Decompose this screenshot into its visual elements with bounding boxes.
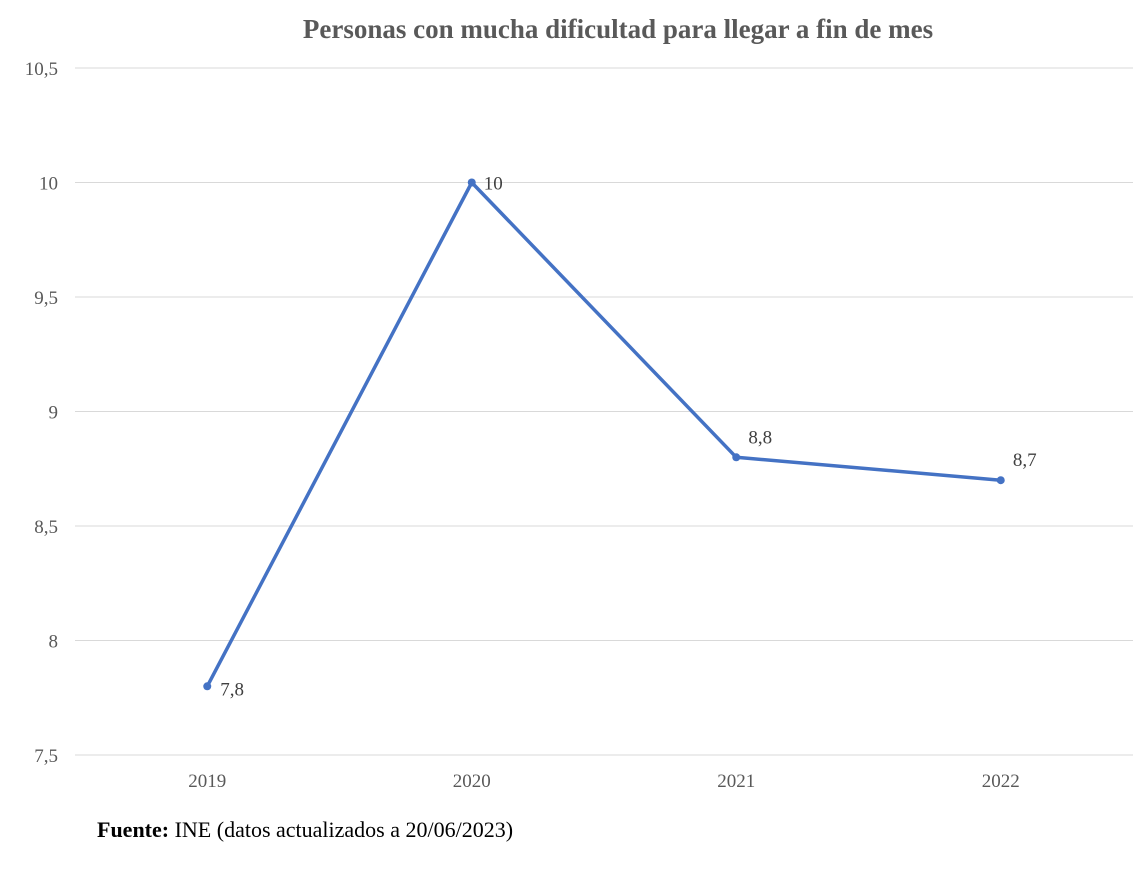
data-point-marker [996, 476, 1005, 485]
y-axis-tick-labels: 7,5 8 8,5 9 9,5 10 10,5 [25, 59, 58, 767]
data-labels: 7,8 10 8,8 8,7 [220, 174, 1036, 701]
series-line-group [203, 178, 1005, 691]
chart-title: Personas con mucha dificultad para llega… [303, 14, 933, 44]
y-tick-label: 10,5 [25, 59, 58, 80]
data-label: 8,8 [748, 427, 772, 448]
y-tick-label: 9 [49, 403, 59, 424]
source-label: Fuente: [97, 817, 170, 842]
x-tick-label: 2022 [982, 771, 1020, 792]
data-label: 7,8 [220, 679, 244, 700]
y-tick-label: 7,5 [34, 746, 58, 767]
data-label: 10 [484, 174, 503, 195]
x-axis-tick-labels: 2019 2020 2021 2022 [188, 771, 1020, 792]
data-point-marker [203, 682, 212, 691]
data-point-marker [732, 453, 741, 462]
x-tick-label: 2020 [453, 771, 491, 792]
data-label: 8,7 [1013, 450, 1037, 471]
data-point-marker [467, 178, 476, 187]
y-tick-label: 8,5 [34, 517, 58, 538]
y-tick-label: 8 [49, 632, 59, 653]
x-tick-label: 2019 [188, 771, 226, 792]
y-tick-label: 10 [39, 174, 58, 195]
series-line [205, 180, 1003, 689]
source-text: INE (datos actualizados a 20/06/2023) [169, 817, 514, 842]
gridlines [75, 67, 1133, 756]
line-chart: Personas con mucha dificultad para llega… [25, 14, 1133, 792]
source-note: Fuente: INE (datos actualizados a 20/06/… [97, 817, 513, 843]
y-tick-label: 9,5 [34, 288, 58, 309]
x-tick-label: 2021 [717, 771, 755, 792]
